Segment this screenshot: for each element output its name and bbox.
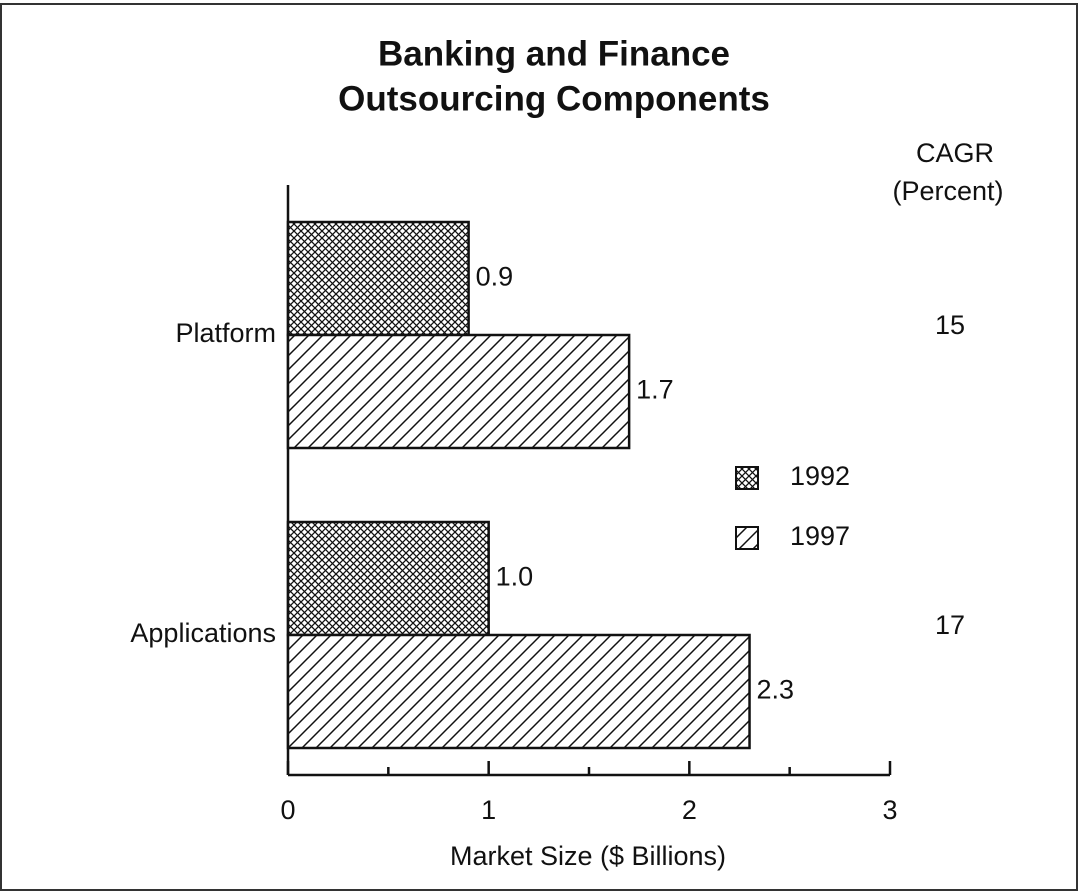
y-tick-label: Applications: [130, 618, 276, 648]
x-tick-label: 0: [280, 795, 295, 825]
legend-swatch: [735, 466, 759, 490]
value-label: 1.7: [636, 375, 674, 405]
x-axis-label: Market Size ($ Billions): [450, 841, 726, 871]
frame: [0, 3, 1078, 891]
x-tick-label: 1: [481, 795, 496, 825]
legend-label: 1992: [790, 461, 850, 491]
value-label: 1.0: [496, 562, 534, 592]
cagr-heading: CAGR: [916, 138, 994, 168]
legend-swatch: [735, 526, 759, 550]
bar: [286, 633, 751, 750]
chart-title: Outsourcing Components: [338, 79, 770, 118]
value-label: 2.3: [757, 675, 795, 705]
value-label: 0.9: [476, 262, 514, 292]
x-tick-label: 3: [882, 795, 897, 825]
cagr-value: 17: [935, 610, 965, 640]
cagr-value: 15: [935, 310, 965, 340]
bar: [286, 220, 470, 337]
bar: [286, 333, 631, 450]
y-tick-label: Platform: [175, 318, 276, 348]
cagr-heading: (Percent): [892, 176, 1003, 206]
chart-title: Banking and Finance: [378, 34, 730, 73]
bar: [286, 520, 490, 637]
x-tick-label: 2: [682, 795, 697, 825]
legend-label: 1997: [790, 521, 850, 551]
